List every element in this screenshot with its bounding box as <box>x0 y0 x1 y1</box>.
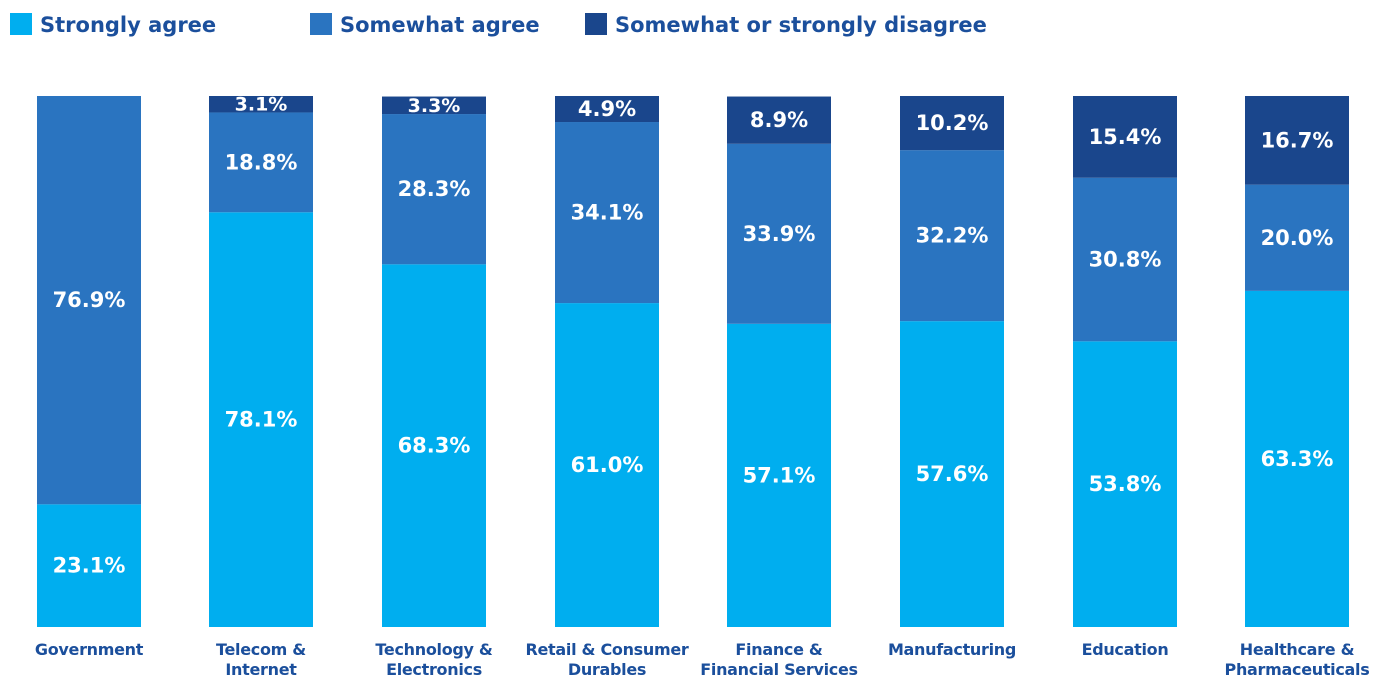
bar-segment <box>37 96 141 505</box>
data-label: 3.1% <box>235 94 288 116</box>
bar-segment <box>1073 341 1177 627</box>
bar-segment <box>900 96 1004 151</box>
x-tick-label: Telecom & Internet <box>216 640 306 679</box>
bar-segment <box>727 96 831 144</box>
data-label: 33.9% <box>743 222 816 246</box>
legend-label: Somewhat agree <box>340 13 540 37</box>
x-tick-label: Healthcare & Pharmaceuticals <box>1224 640 1370 679</box>
bar-segment <box>209 112 313 213</box>
data-label: 16.7% <box>1261 128 1334 152</box>
bar-segment <box>555 96 659 123</box>
data-label: 20.0% <box>1261 226 1334 250</box>
legend-label: Somewhat or strongly disagree <box>615 13 987 37</box>
data-label: 68.3% <box>398 434 471 458</box>
data-label: 28.3% <box>398 177 471 201</box>
data-label: 15.4% <box>1089 125 1162 149</box>
x-tick-label: Retail & Consumer Durables <box>525 640 689 679</box>
bar-segment <box>727 143 831 324</box>
legend-swatch <box>10 13 32 35</box>
bar-segment <box>555 122 659 304</box>
bar-segment <box>1073 177 1177 342</box>
data-label: 23.1% <box>53 554 126 578</box>
legend-swatch <box>310 13 332 35</box>
bar-segment <box>209 212 313 627</box>
bar-segment <box>900 321 1004 627</box>
bar-segment <box>555 303 659 627</box>
data-label: 34.1% <box>571 201 644 225</box>
data-label: 57.1% <box>743 463 816 487</box>
legend-swatch <box>585 13 607 35</box>
data-label: 10.2% <box>916 111 989 135</box>
bar-segment <box>1245 184 1349 291</box>
bar-segment <box>727 323 831 627</box>
bar-segment <box>382 96 486 115</box>
x-tick-label: Government <box>34 640 144 659</box>
data-label: 4.9% <box>578 97 636 121</box>
data-label: 32.2% <box>916 224 989 248</box>
bar-segment <box>382 264 486 627</box>
data-label: 63.3% <box>1261 447 1334 471</box>
bar-segment <box>1073 96 1177 178</box>
bar-segment <box>209 96 313 113</box>
data-label: 53.8% <box>1089 472 1162 496</box>
legend-label: Strongly agree <box>40 13 216 37</box>
data-label: 61.0% <box>571 453 644 477</box>
x-tick-label: Technology & Electronics <box>375 640 493 679</box>
data-label: 76.9% <box>53 288 126 312</box>
data-label: 57.6% <box>916 462 989 486</box>
bar-segment <box>1245 96 1349 185</box>
bar-segment <box>382 114 486 265</box>
data-label: 3.3% <box>408 95 461 117</box>
bar-segment <box>900 150 1004 322</box>
bar-segment <box>1245 290 1349 627</box>
x-tick-label: Education <box>1081 640 1169 659</box>
data-label: 30.8% <box>1089 248 1162 272</box>
x-tick-label: Finance & Financial Services <box>700 640 858 679</box>
data-label: 78.1% <box>225 408 298 432</box>
data-label: 18.8% <box>225 150 298 174</box>
x-tick-label: Manufacturing <box>887 640 1017 659</box>
bar-segment <box>37 504 141 627</box>
data-label: 8.9% <box>750 108 808 132</box>
